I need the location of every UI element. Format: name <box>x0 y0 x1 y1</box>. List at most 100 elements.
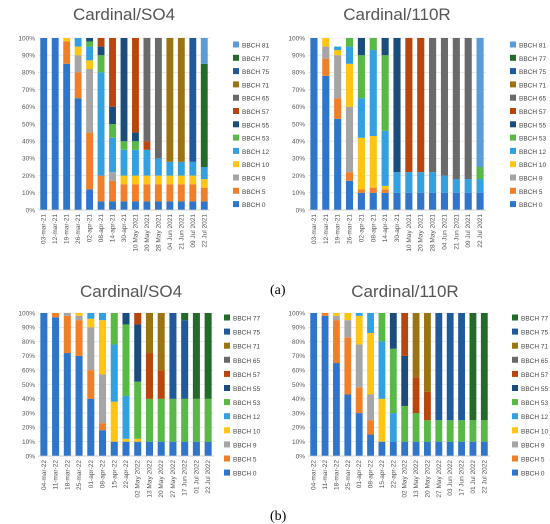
y-tick-label: 10% <box>292 439 305 446</box>
legend-swatch <box>512 370 518 377</box>
chart-title: Cardinal/SO4 <box>80 282 182 301</box>
legend-swatch <box>510 94 516 101</box>
bar-segment <box>412 441 420 456</box>
legend-swatch <box>510 174 516 181</box>
bar-segment <box>157 441 165 456</box>
bar-segment <box>458 420 465 442</box>
y-tick-label: 70% <box>292 353 305 360</box>
bar-segment <box>345 172 354 181</box>
x-tick-label: 11-mar-22 <box>53 460 60 490</box>
bar-segment <box>440 192 449 210</box>
legend-label: BBCH 5 <box>233 457 257 464</box>
bar-segment <box>189 201 197 210</box>
bar-segment <box>464 179 472 193</box>
bar-segment <box>200 167 208 180</box>
y-tick-label: 80% <box>22 339 35 346</box>
bar-segment <box>192 398 200 442</box>
bar-segment <box>166 201 174 210</box>
legend-swatch <box>224 385 230 391</box>
bar-segment <box>181 313 189 321</box>
bar-segment <box>378 341 386 399</box>
bar-segment <box>74 46 82 56</box>
bar-segment <box>181 398 189 442</box>
bar-segment <box>345 46 354 64</box>
bar-segment <box>169 398 177 442</box>
y-tick-label: 60% <box>22 104 35 111</box>
bar-segment <box>97 201 105 210</box>
bar-segment <box>87 398 95 456</box>
bar-segment <box>357 38 365 56</box>
bar-segment <box>177 201 185 210</box>
y-tick-label: 70% <box>22 353 35 360</box>
bar-segment <box>417 172 425 193</box>
bar-segment <box>99 320 107 375</box>
x-tick-label: 02 May 2022 <box>402 460 409 498</box>
bar-segment <box>322 75 330 210</box>
bar-segment <box>87 313 95 319</box>
bar-segment <box>122 324 130 396</box>
x-tick-label: 20 May 2021 <box>418 214 425 252</box>
bar-segment <box>334 55 342 99</box>
legend-label: BBCH 75 <box>233 330 260 337</box>
bar-segment <box>75 315 83 321</box>
bar-segment <box>476 192 484 210</box>
legend-swatch <box>233 94 239 101</box>
legend-swatch <box>510 147 516 154</box>
bar-segment <box>345 38 354 47</box>
bar-segment <box>369 187 377 193</box>
bar-segment <box>200 179 208 188</box>
legend-label: BBCH 81 <box>519 43 546 50</box>
legend-label: BBCH 55 <box>521 386 548 393</box>
bar-segment <box>145 441 153 456</box>
x-tick-label: 02-apr-21 <box>358 214 365 243</box>
y-tick-label: 10% <box>292 190 305 197</box>
legend-label: BBCH 0 <box>519 202 543 209</box>
bar-segment <box>345 180 354 210</box>
legend-swatch <box>224 370 230 377</box>
legend-swatch <box>233 161 239 168</box>
chart-panel-2: Cardinal/110R 0% 10% 20% 30% 40% 50% 60% 70% 80% 9… <box>288 5 546 252</box>
x-tick-label: 17 Jun 2022 <box>459 460 466 496</box>
legend-label: BBCH 53 <box>521 400 548 407</box>
y-tick-label: 50% <box>292 121 305 128</box>
legend-swatch <box>512 441 518 448</box>
legend-label: BBCH 65 <box>519 96 546 103</box>
y-tick-label: 20% <box>292 425 305 432</box>
legend-label: BBCH 9 <box>233 442 257 449</box>
y-tick-label: 40% <box>22 396 35 403</box>
legend-label: BBCH 55 <box>242 122 269 129</box>
x-tick-label: 22-apr-22 <box>390 460 397 489</box>
bar-segment <box>389 441 397 456</box>
x-tick-label: 14-apr-21 <box>110 214 117 243</box>
bar-segment <box>200 201 208 210</box>
bar-segment <box>143 141 151 150</box>
legend-label: BBCH 65 <box>233 358 260 365</box>
legend-swatch <box>224 328 230 335</box>
bar-segment <box>381 192 389 210</box>
legend-swatch <box>224 356 230 363</box>
chart-title: Cardinal/SO4 <box>73 5 175 24</box>
bar-segment <box>446 441 454 456</box>
bar-segment <box>169 313 177 399</box>
y-tick-label: 20% <box>292 173 305 180</box>
legend-swatch <box>510 134 516 141</box>
bar-segment <box>464 192 472 210</box>
bar-segment <box>417 38 425 173</box>
bar-segment <box>333 363 340 456</box>
bar-segment <box>357 55 365 99</box>
bar-segment <box>75 313 83 316</box>
x-tick-label: 08-apr-21 <box>370 214 377 243</box>
bar-segment <box>393 192 401 210</box>
y-tick-label: 100% <box>288 310 305 317</box>
legend-swatch <box>510 41 516 48</box>
legend-label: BBCH 12 <box>521 414 548 421</box>
bar-segment <box>381 38 389 56</box>
bar-segment <box>110 313 118 345</box>
chart-title: Cardinal/110R <box>343 5 450 24</box>
legend-label: BBCH 53 <box>233 400 260 407</box>
bar-segment <box>369 50 377 137</box>
x-tick-label: 21 Jun 2021 <box>178 214 185 250</box>
legend-swatch <box>512 328 518 335</box>
legend-swatch <box>224 455 230 462</box>
y-tick-label: 50% <box>22 382 35 389</box>
